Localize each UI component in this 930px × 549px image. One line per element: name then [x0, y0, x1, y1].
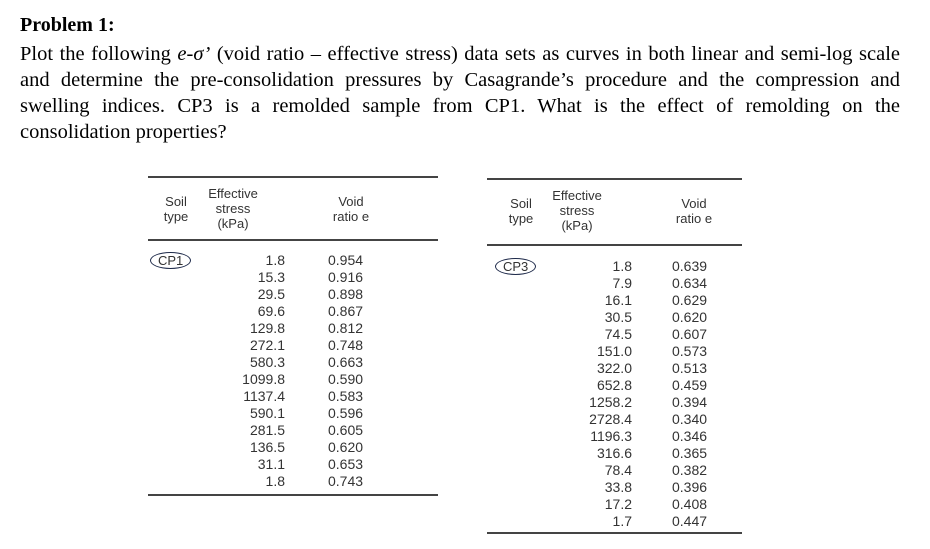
stress-cell: 30.5	[604, 309, 632, 325]
void-ratio-cell: 0.365	[672, 445, 708, 461]
stress-cell: 1196.3	[590, 428, 632, 444]
void-ratio-cell: 0.394	[672, 394, 708, 410]
void-ratio-cell: 0.812	[328, 320, 364, 336]
stress-cell: 580.3	[249, 354, 285, 370]
stress-cell: 1.8	[265, 473, 285, 489]
header-stress: Effective stress (kPa)	[188, 186, 278, 231]
void-ratio-cell: 0.663	[328, 354, 364, 370]
void-ratio-cell: 0.408	[672, 496, 708, 512]
void-ratio-cell: 0.954	[328, 252, 364, 268]
statement-part: (void ratio – effective stress) data set…	[20, 43, 900, 143]
stress-cell: 16.1	[604, 292, 632, 308]
stress-cell: 78.4	[604, 462, 632, 478]
stress-cell: 322.0	[596, 360, 632, 376]
stress-cell: 316.6	[596, 445, 632, 461]
stress-cell: 272.1	[249, 337, 285, 353]
problem-title: Problem 1:	[20, 14, 115, 36]
stress-cell: 7.9	[612, 275, 632, 291]
stress-cell: 129.8	[249, 320, 285, 336]
header-stress: Effective stress (kPa)	[532, 188, 622, 233]
void-ratio-cell: 0.573	[672, 343, 708, 359]
header-line: (kPa)	[561, 218, 593, 233]
stress-cell: 151.0	[596, 343, 632, 359]
void-ratio-cell: 0.620	[328, 439, 364, 455]
header-line: type	[163, 209, 189, 224]
void-ratio-cell: 0.639	[672, 258, 708, 274]
void-ratio-cell: 0.459	[672, 377, 708, 393]
statement-part: Plot the following	[20, 43, 178, 65]
header-rule	[487, 244, 742, 246]
header-soil: Soil type	[476, 196, 566, 226]
header-line: type	[508, 211, 534, 226]
void-ratio-cell: 0.596	[328, 405, 364, 421]
header-soil: Soil type	[131, 194, 221, 224]
header-line: Soil	[165, 194, 187, 209]
header-line: ratio e	[332, 209, 370, 224]
void-ratio-cell: 0.382	[672, 462, 708, 478]
header-line: Effective	[208, 186, 258, 201]
void-ratio-cell: 0.916	[328, 269, 364, 285]
header-line: Soil	[510, 196, 532, 211]
bottom-rule	[148, 494, 438, 496]
header-line: stress	[559, 203, 595, 218]
header-line: stress	[215, 201, 251, 216]
stress-cell: 33.8	[604, 479, 632, 495]
problem-statement: Plot the following e-σ’ (void ratio – ef…	[20, 41, 900, 145]
header-line: (kPa)	[217, 216, 249, 231]
stress-cell: 31.1	[257, 456, 285, 472]
header-void: Void ratio e	[649, 196, 739, 226]
stress-cell: 74.5	[604, 326, 632, 342]
void-ratio-cell: 0.396	[672, 479, 708, 495]
void-ratio-cell: 0.634	[672, 275, 708, 291]
top-rule	[487, 178, 742, 180]
stress-column: 1.8 7.9 16.1 30.5 74.5 151.0 322.0 652.8 1258.2 2…	[562, 258, 632, 530]
stress-cell: 652.8	[596, 377, 632, 393]
stress-cell: 69.6	[257, 303, 285, 319]
stress-cell: 1099.8	[242, 371, 285, 387]
soil-type-label: CP3	[495, 258, 537, 275]
stress-column: 1.8 15.3 29.5 69.6 129.8 272.1 580.3 1099.8 1137…	[215, 252, 285, 490]
soil-type-label: CP1	[150, 252, 192, 269]
void-ratio-cell: 0.590	[328, 371, 364, 387]
void-ratio-cell: 0.607	[672, 326, 708, 342]
top-rule	[148, 176, 438, 178]
stress-cell: 1.8	[265, 252, 285, 268]
header-line: Void	[338, 194, 364, 209]
stress-cell: 17.2	[604, 496, 632, 512]
void-ratio-cell: 0.346	[672, 428, 708, 444]
void-ratio-cell: 0.653	[328, 456, 364, 472]
stress-cell: 29.5	[257, 286, 285, 302]
void-ratio-column: 0.954 0.916 0.898 0.867 0.812 0.748 0.663 0.590…	[328, 252, 363, 490]
void-ratio-cell: 0.898	[328, 286, 364, 302]
stress-cell: 2728.4	[589, 411, 632, 427]
header-void: Void ratio e	[306, 194, 396, 224]
void-ratio-column: 0.639 0.634 0.629 0.620 0.607 0.573 0.513 0.459…	[672, 258, 707, 530]
stress-cell: 1258.2	[589, 394, 632, 410]
void-ratio-cell: 0.748	[328, 337, 364, 353]
stress-cell: 136.5	[249, 439, 285, 455]
void-ratio-cell: 0.447	[672, 513, 708, 529]
void-ratio-cell: 0.620	[672, 309, 708, 325]
header-line: Effective	[552, 188, 602, 203]
void-ratio-cell: 0.867	[328, 303, 364, 319]
stress-cell: 1.7	[612, 513, 632, 529]
stress-cell: 590.1	[249, 405, 285, 421]
void-ratio-cell: 0.743	[328, 473, 364, 489]
void-ratio-cell: 0.629	[672, 292, 708, 308]
stress-cell: 1.8	[612, 258, 632, 274]
void-ratio-cell: 0.513	[672, 360, 708, 376]
header-line: Void	[681, 196, 707, 211]
stress-cell: 1137.4	[243, 388, 285, 404]
header-line: ratio e	[675, 211, 713, 226]
bottom-rule	[487, 532, 742, 534]
header-rule	[148, 239, 438, 241]
statement-symbol: e-σ’	[177, 43, 211, 65]
stress-cell: 15.3	[257, 269, 285, 285]
stress-cell: 281.5	[249, 422, 285, 438]
void-ratio-cell: 0.340	[672, 411, 708, 427]
void-ratio-cell: 0.583	[328, 388, 364, 404]
void-ratio-cell: 0.605	[328, 422, 364, 438]
